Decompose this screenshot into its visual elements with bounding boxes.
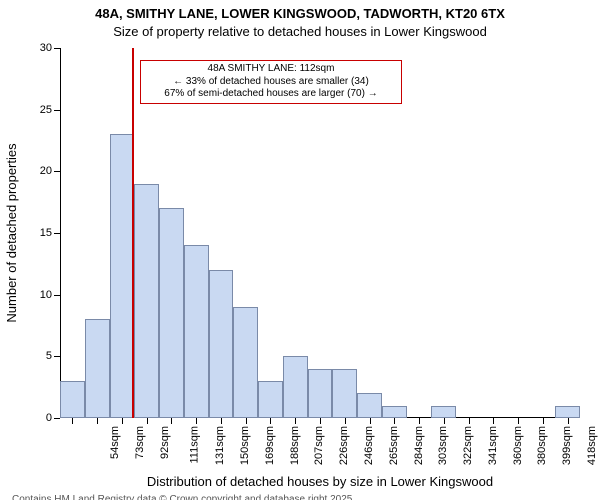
xtick-mark	[419, 418, 420, 424]
xtick-label: 303sqm	[437, 426, 449, 465]
annotation-line3: 67% of semi-detached houses are larger (…	[147, 88, 395, 101]
y-axis-label: Number of detached properties	[4, 48, 24, 418]
xtick-label: 284sqm	[413, 426, 425, 465]
histogram-bar	[159, 208, 184, 418]
xtick-mark	[345, 418, 346, 424]
xtick-mark	[295, 418, 296, 424]
ytick-mark	[54, 48, 60, 49]
ytick-mark	[54, 233, 60, 234]
annotation-box: 48A SMITHY LANE: 112sqm← 33% of detached…	[140, 60, 402, 104]
xtick-label: 188sqm	[289, 426, 301, 465]
xtick-mark	[370, 418, 371, 424]
xtick-label: 418sqm	[586, 426, 598, 465]
xtick-label: 322sqm	[462, 426, 474, 465]
xtick-label: 169sqm	[264, 426, 276, 465]
chart-container: 48A, SMITHY LANE, LOWER KINGSWOOD, TADWO…	[0, 0, 600, 500]
xtick-mark	[493, 418, 494, 424]
histogram-bar	[357, 393, 382, 418]
xtick-mark	[221, 418, 222, 424]
ytick-mark	[54, 110, 60, 111]
ytick-label: 5	[46, 350, 52, 362]
xtick-label: 54sqm	[109, 426, 121, 459]
xtick-label: 226sqm	[338, 426, 350, 465]
ytick-label: 20	[40, 165, 52, 177]
marker-line	[132, 48, 134, 418]
xtick-label: 207sqm	[314, 426, 326, 465]
xtick-mark	[196, 418, 197, 424]
histogram-bar	[431, 406, 456, 418]
xtick-mark	[97, 418, 98, 424]
histogram-bar	[184, 245, 209, 418]
xtick-mark	[543, 418, 544, 424]
xtick-label: 73sqm	[134, 426, 146, 459]
xtick-mark	[320, 418, 321, 424]
xtick-mark	[122, 418, 123, 424]
chart-footer: Contains HM Land Registry data © Crown c…	[12, 494, 394, 500]
ytick-label: 25	[40, 104, 52, 116]
histogram-bar	[258, 381, 283, 418]
xtick-label: 131sqm	[215, 426, 227, 465]
xtick-label: 265sqm	[388, 426, 400, 465]
histogram-bar	[283, 356, 308, 418]
histogram-bar	[85, 319, 110, 418]
histogram-bar	[308, 369, 333, 418]
chart-title-line1: 48A, SMITHY LANE, LOWER KINGSWOOD, TADWO…	[0, 6, 600, 21]
ytick-mark	[54, 171, 60, 172]
histogram-bar	[209, 270, 234, 418]
x-axis-label: Distribution of detached houses by size …	[60, 474, 580, 489]
xtick-mark	[469, 418, 470, 424]
histogram-bar	[555, 406, 580, 418]
xtick-label: 380sqm	[536, 426, 548, 465]
xtick-mark	[518, 418, 519, 424]
histogram-bar	[332, 369, 357, 418]
histogram-bar	[382, 406, 407, 418]
annotation-line1: 48A SMITHY LANE: 112sqm	[147, 63, 395, 76]
ytick-mark	[54, 356, 60, 357]
ytick-mark	[54, 418, 60, 419]
histogram-bar	[60, 381, 85, 418]
xtick-label: 111sqm	[188, 426, 200, 464]
histogram-bar	[110, 134, 135, 418]
ytick-label: 10	[40, 289, 52, 301]
xtick-mark	[147, 418, 148, 424]
xtick-mark	[394, 418, 395, 424]
ytick-label: 30	[40, 42, 52, 54]
annotation-line2: ← 33% of detached houses are smaller (34…	[147, 76, 395, 89]
histogram-bar	[134, 184, 159, 418]
xtick-label: 246sqm	[363, 426, 375, 465]
histogram-bar	[233, 307, 258, 418]
xtick-label: 92sqm	[159, 426, 171, 459]
ytick-label: 0	[46, 412, 52, 424]
footer-line1: Contains HM Land Registry data © Crown c…	[12, 494, 394, 500]
xtick-label: 341sqm	[487, 426, 499, 465]
chart-title-line2: Size of property relative to detached ho…	[0, 24, 600, 39]
xtick-mark	[568, 418, 569, 424]
xtick-mark	[246, 418, 247, 424]
xtick-label: 360sqm	[512, 426, 524, 465]
xtick-mark	[444, 418, 445, 424]
ytick-mark	[54, 295, 60, 296]
plot-area: 48A SMITHY LANE: 112sqm← 33% of detached…	[60, 48, 580, 418]
xtick-mark	[270, 418, 271, 424]
ytick-label: 15	[40, 227, 52, 239]
xtick-label: 399sqm	[561, 426, 573, 465]
xtick-label: 150sqm	[239, 426, 251, 465]
xtick-mark	[72, 418, 73, 424]
xtick-mark	[171, 418, 172, 424]
